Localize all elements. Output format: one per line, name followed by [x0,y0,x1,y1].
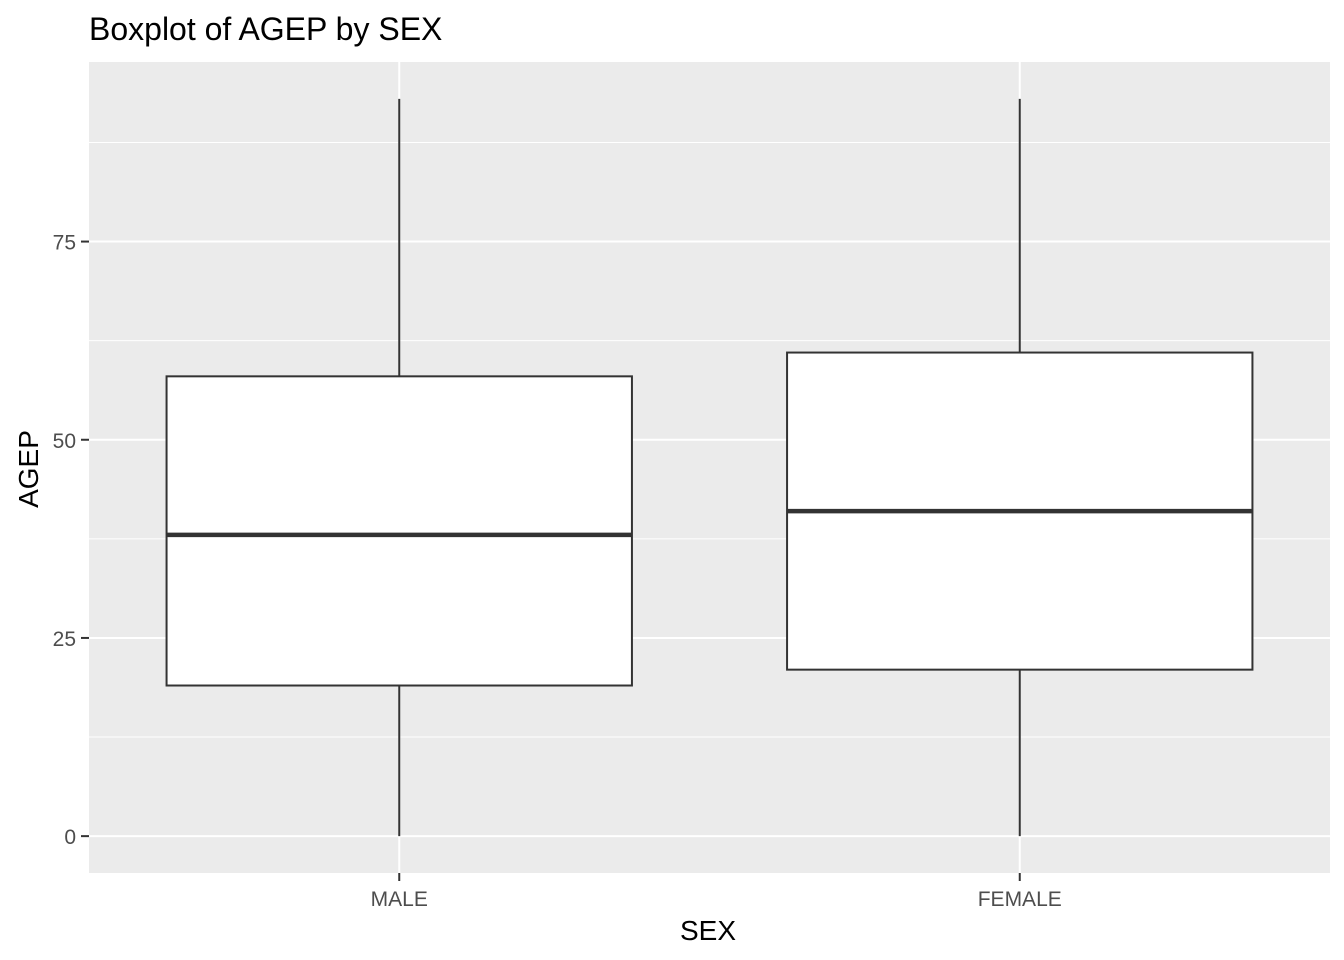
chart-title: Boxplot of AGEP by SEX [89,11,442,47]
y-tick-label-0: 0 [64,826,76,849]
box-male [165,98,633,837]
y-axis-title: AGEP [13,430,44,508]
iqr-box-male [165,375,633,687]
y-tick-label-75: 75 [53,232,76,255]
x-axis: MALE FEMALE [371,873,1062,911]
y-tick-label-50: 50 [53,430,76,453]
box-series [165,98,1254,837]
x-axis-title: SEX [680,915,736,946]
x-tick-label-female: FEMALE [978,888,1062,911]
y-axis: 0 25 50 75 [53,232,89,849]
x-tick-label-male: MALE [371,888,428,911]
y-tick-label-25: 25 [53,628,76,651]
box-female [786,98,1254,837]
